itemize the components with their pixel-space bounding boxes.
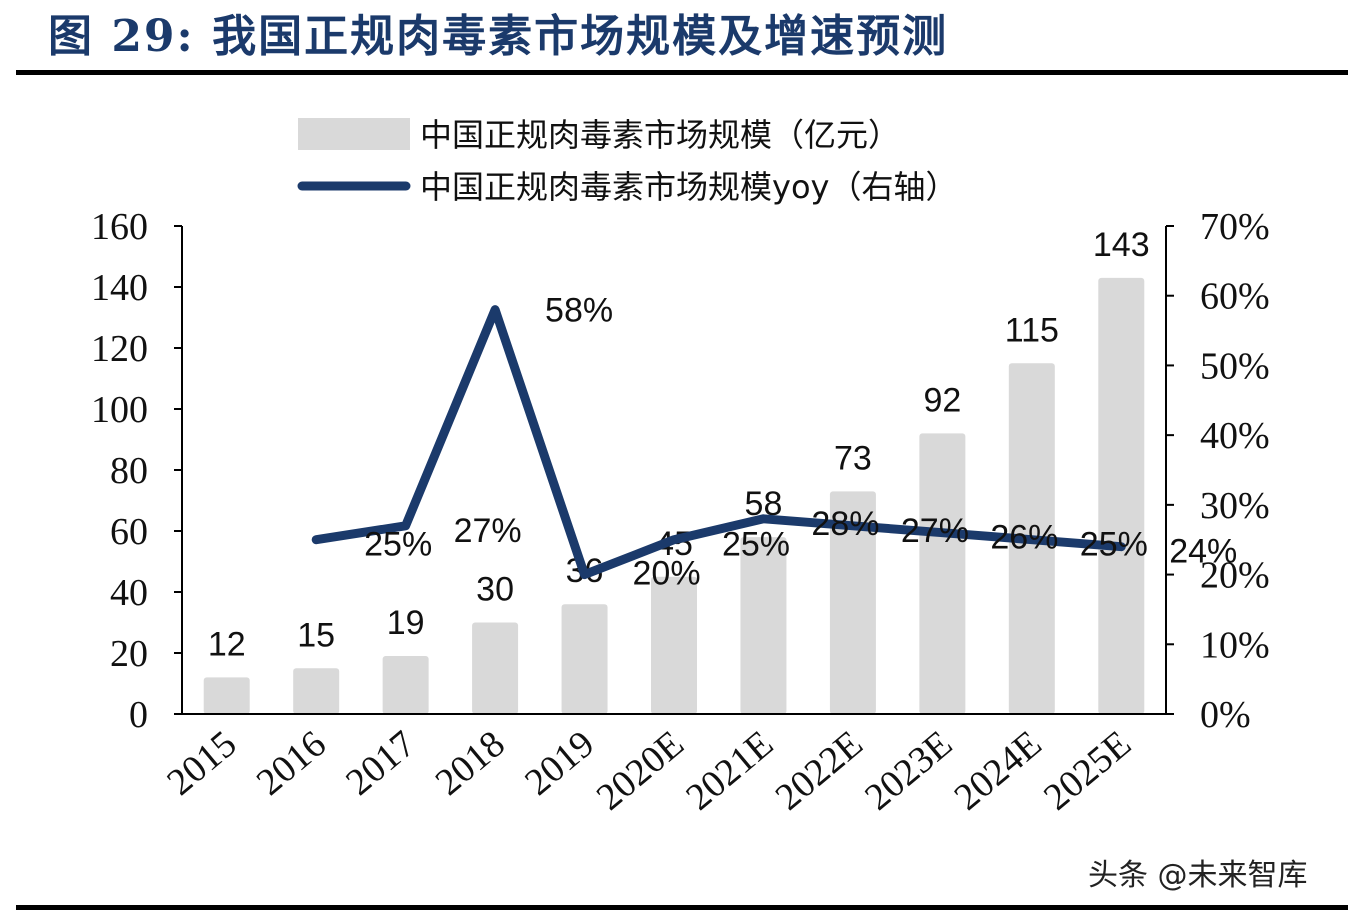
bar	[561, 604, 608, 714]
bar	[472, 622, 519, 714]
x-tick-label: 2017	[338, 723, 423, 804]
bar-value-label: 92	[923, 381, 961, 419]
bar	[1098, 277, 1145, 714]
x-tick-label: 2022E	[768, 723, 871, 819]
right-tick-label: 70%	[1200, 206, 1270, 248]
left-tick-label: 140	[91, 267, 148, 309]
left-tick-label: 120	[91, 328, 148, 370]
right-ticks-layer: 0% 10% 20% 30% 40% 50% 60% 70%	[1166, 206, 1270, 736]
yoy-line	[311, 305, 1126, 580]
yoy-value-label: 27%	[454, 512, 522, 550]
title-rule	[16, 70, 1348, 75]
left-tick-label: 100	[91, 389, 148, 431]
x-tick-label: 2024E	[947, 723, 1050, 819]
x-tick-label: 2025E	[1036, 723, 1139, 819]
legend: 中国正规肉毒素市场规模（亿元） 中国正规肉毒素市场规模yoy（右轴）	[297, 116, 957, 206]
yoy-value-label: 25%	[1080, 526, 1148, 564]
watermark: 头条 @未来智库	[1088, 858, 1308, 893]
x-tick-label: 2016	[249, 723, 334, 804]
bar	[651, 576, 697, 714]
yoy-value-label: 20%	[633, 555, 701, 593]
bar-value-label: 30	[476, 571, 514, 609]
left-tick-label: 40	[110, 572, 148, 614]
left-tick-label: 20	[110, 633, 148, 675]
right-tick-label: 0%	[1200, 694, 1251, 736]
bars-layer	[203, 277, 1145, 714]
bar-value-label: 143	[1093, 226, 1150, 264]
x-tick-label: 2020E	[589, 723, 692, 819]
bar	[293, 668, 340, 714]
bar-value-label: 115	[1005, 311, 1059, 349]
yoy-value-label: 26%	[990, 519, 1058, 557]
bar	[919, 433, 966, 714]
yoy-value-label: 58%	[545, 292, 613, 330]
x-ticks-layer: 2015 2016 2017 2018 20192020E2021E2022E2023E…	[159, 723, 1139, 819]
left-tick-label: 0	[129, 694, 148, 736]
bar	[740, 537, 787, 714]
yoy-value-label: 25%	[722, 526, 790, 564]
x-tick-label: 2021E	[678, 723, 781, 819]
bar-value-label: 15	[297, 616, 335, 654]
right-tick-label: 10%	[1200, 624, 1270, 666]
right-tick-label: 40%	[1200, 415, 1270, 457]
right-tick-label: 20%	[1200, 555, 1270, 597]
x-tick-label: 2018	[428, 723, 513, 804]
bar	[382, 656, 429, 714]
yoy-value-label: 27%	[901, 512, 969, 550]
bar-value-label: 73	[834, 439, 872, 477]
left-tick-label: 80	[110, 450, 148, 492]
right-tick-label: 50%	[1200, 345, 1270, 387]
legend-bar-swatch	[298, 118, 410, 150]
yoy-labels-layer: 25% 27% 58% 20% 25% 28% 27% 26% 25% 24%	[364, 292, 1237, 593]
left-ticks-layer: 0 20 40 60 80 100 120 140 160	[91, 206, 182, 736]
x-tick-label: 2019	[517, 723, 602, 804]
left-tick-label: 160	[91, 206, 148, 248]
bar	[203, 677, 250, 714]
left-tick-label: 60	[110, 511, 148, 553]
x-tick-label: 2023E	[857, 723, 960, 819]
yoy-value-label: 28%	[811, 505, 879, 543]
yoy-value-label: 25%	[364, 526, 432, 564]
right-tick-label: 60%	[1200, 276, 1270, 318]
x-tick-label: 2015	[159, 723, 244, 804]
bottom-rule	[16, 905, 1348, 910]
legend-bar-label: 中国正规肉毒素市场规模（亿元）	[420, 116, 900, 154]
yoy-line-layer	[311, 305, 1126, 580]
bar-value-label: 19	[387, 604, 425, 642]
right-tick-label: 30%	[1200, 485, 1270, 527]
legend-line-label: 中国正规肉毒素市场规模yoy（右轴）	[420, 168, 957, 206]
figure-title: 图 29: 我国正规肉毒素市场规模及增速预测	[48, 11, 949, 62]
yoy-value-label: 24%	[1169, 533, 1237, 571]
bar-value-label: 12	[208, 625, 246, 663]
bar	[829, 491, 876, 714]
